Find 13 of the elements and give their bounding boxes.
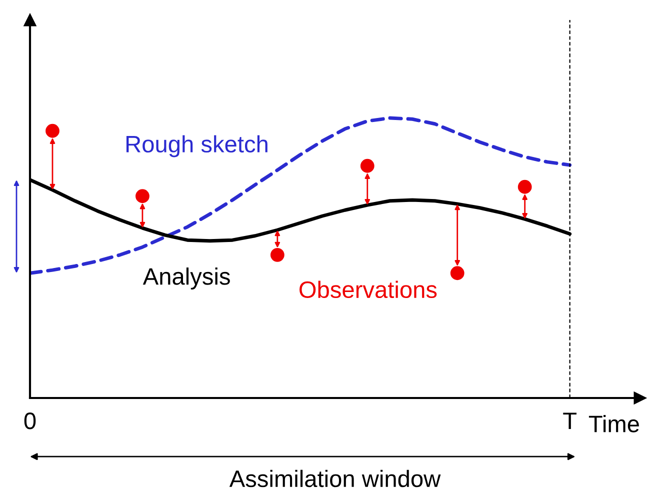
point: [518, 180, 532, 194]
x-axis-title: Time: [588, 415, 639, 432]
series-label: Rough sketch: [126, 135, 268, 158]
text: Assimilation window: [229, 470, 441, 488]
point: [270, 248, 284, 262]
x-tick-label: 0: [24, 412, 36, 430]
point: [46, 124, 60, 138]
series-label: Analysis: [142, 267, 230, 290]
point: [360, 158, 374, 173]
point: [136, 189, 150, 204]
x-tick-label: T: [563, 412, 576, 429]
point: [450, 266, 464, 280]
legend-label: Observations: [300, 280, 437, 298]
